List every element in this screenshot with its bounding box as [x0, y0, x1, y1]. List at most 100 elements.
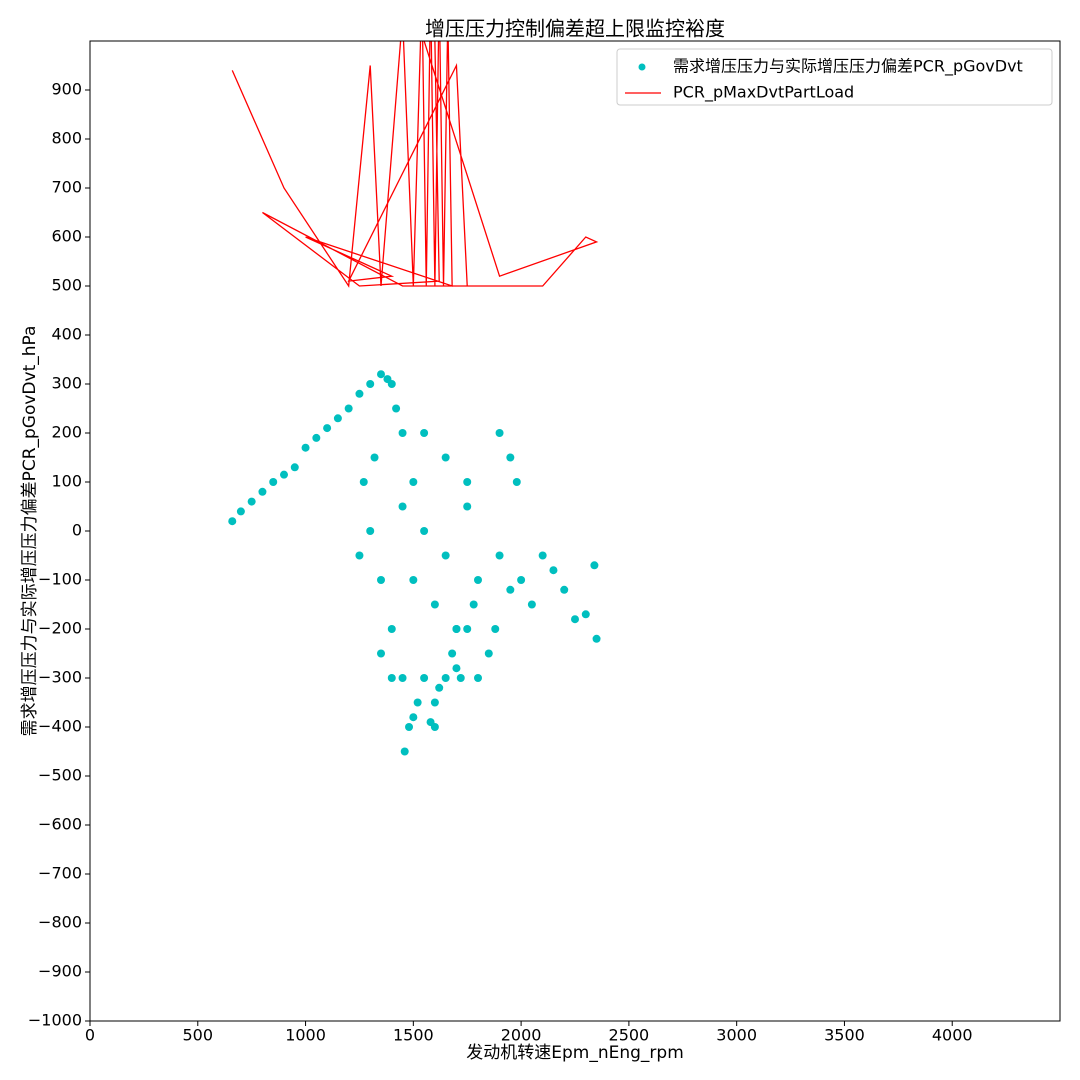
- y-tick-label: −700: [38, 864, 82, 883]
- x-tick-label: 2000: [501, 1026, 542, 1045]
- x-tick-label: 1500: [393, 1026, 434, 1045]
- scatter-point: [527, 600, 536, 609]
- scatter-point: [312, 433, 321, 442]
- y-tick-label: 800: [51, 129, 82, 148]
- y-tick-label: 300: [51, 374, 82, 393]
- scatter-point: [441, 674, 450, 682]
- x-axis-label: 发动机转速Epm_nEng_rpm: [466, 1043, 684, 1063]
- scatter-point: [387, 625, 396, 633]
- scatter-point: [560, 585, 569, 594]
- scatter-point: [258, 487, 267, 496]
- scatter-point: [228, 517, 237, 526]
- scatter-point: [247, 497, 256, 506]
- y-tick-label: 0: [72, 521, 82, 540]
- scatter-point: [366, 380, 375, 388]
- scatter-point: [495, 429, 504, 437]
- scatter-point: [538, 551, 547, 560]
- plot-frame: [89, 40, 1061, 1022]
- x-tick-label: 1000: [285, 1026, 326, 1045]
- scatter-point: [435, 683, 444, 692]
- x-tick-label: 500: [183, 1026, 214, 1045]
- legend-label: PCR_pMaxDvtPartLoad: [673, 83, 854, 103]
- scatter-point: [517, 576, 526, 584]
- scatter-point: [474, 674, 482, 682]
- scatter-point: [571, 615, 579, 624]
- y-tick-label: 600: [51, 227, 82, 246]
- scatter-point: [370, 453, 379, 462]
- scatter-point: [491, 625, 500, 633]
- scatter-point: [592, 634, 601, 643]
- y-tick-label: −300: [38, 668, 82, 687]
- legend-marker: [638, 63, 646, 71]
- scatter-point: [549, 566, 558, 575]
- scatter-point: [280, 470, 288, 479]
- scatter-point: [506, 453, 515, 462]
- scatter-point: [333, 414, 342, 423]
- scatter-point: [366, 527, 375, 535]
- y-tick-label: −1000: [28, 1011, 82, 1030]
- y-tick-label: 700: [51, 178, 82, 197]
- scatter-point: [512, 478, 521, 486]
- scatter-point: [484, 649, 493, 658]
- scatter-point: [590, 561, 599, 570]
- scatter-point: [400, 747, 409, 756]
- y-tick-label: 500: [51, 276, 82, 295]
- y-axis-label: 需求增压压力与实际增压压力偏差PCR_pGovDvt_hPa: [20, 326, 40, 737]
- y-tick-label: −800: [38, 913, 82, 932]
- scatter-point: [392, 404, 401, 413]
- scatter-point: [398, 429, 407, 437]
- y-tick-label: 100: [51, 472, 82, 491]
- scatter-point: [236, 507, 245, 516]
- scatter-point: [469, 600, 478, 609]
- y-tick-label: −500: [38, 766, 82, 785]
- y-tick-label: 200: [51, 423, 82, 442]
- scatter-point: [355, 551, 364, 560]
- scatter-point: [430, 698, 439, 707]
- scatter-point: [377, 649, 385, 658]
- scatter-point: [463, 478, 472, 486]
- scatter-point: [409, 478, 418, 486]
- y-tick-label: −100: [38, 570, 82, 589]
- scatter-point: [420, 527, 429, 535]
- scatter-point: [448, 649, 457, 658]
- scatter-point: [420, 429, 429, 437]
- scatter-point: [409, 576, 418, 584]
- scatter-point: [452, 664, 461, 673]
- scatter-point: [405, 723, 414, 731]
- scatter-point: [269, 478, 278, 486]
- scatter-point: [377, 370, 385, 379]
- x-tick-label: 3000: [716, 1026, 757, 1045]
- scatter-point: [452, 625, 461, 633]
- scatter-point: [430, 723, 439, 731]
- legend-box: [616, 48, 1053, 106]
- scatter-point: [301, 443, 310, 452]
- chart-title: 增压压力控制偏差超上限监控裕度: [425, 17, 725, 41]
- scatter-point: [420, 674, 429, 682]
- y-tick-label: −400: [38, 717, 82, 736]
- scatter-point: [474, 576, 482, 584]
- scatter-point: [359, 478, 368, 486]
- x-tick-label: 3500: [824, 1026, 865, 1045]
- y-tick-label: −200: [38, 619, 82, 638]
- scatter-point: [355, 389, 364, 398]
- scatter-point: [413, 698, 422, 707]
- scatter-point: [344, 404, 353, 413]
- x-tick-label: 4000: [932, 1026, 973, 1045]
- scatter-point: [441, 551, 450, 560]
- scatter-point: [456, 674, 465, 682]
- y-tick-label: 400: [51, 325, 82, 344]
- scatter-point: [506, 585, 515, 594]
- scatter-point: [441, 453, 450, 462]
- scatter-point: [290, 463, 299, 472]
- y-tick-label: −900: [38, 962, 82, 981]
- y-tick-label: 900: [51, 80, 82, 99]
- x-tick-label: 2500: [609, 1026, 650, 1045]
- line-series: [231, 41, 599, 288]
- plot-area: [228, 41, 601, 756]
- x-tick-label: 0: [85, 1026, 95, 1045]
- scatter-point: [581, 610, 590, 619]
- legend-label: 需求增压压力与实际增压压力偏差PCR_pGovDvt: [673, 57, 1023, 77]
- scatter-point: [463, 502, 472, 511]
- scatter-point: [398, 502, 407, 511]
